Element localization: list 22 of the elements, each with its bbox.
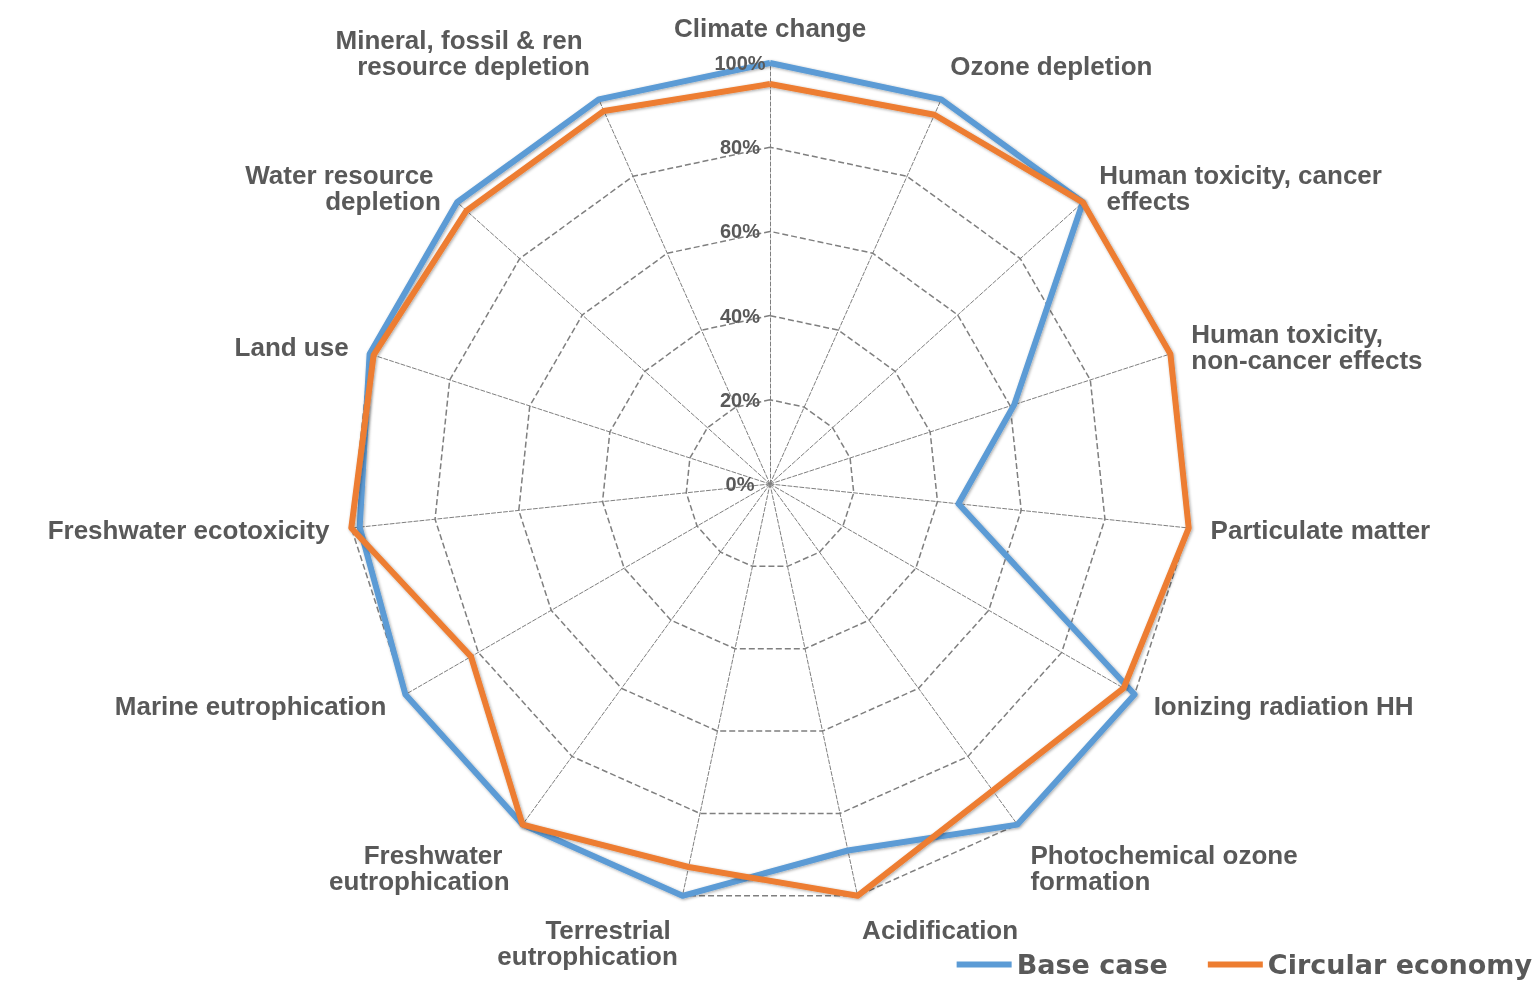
- spoke-label: Human toxicity, non-cancer effects: [1191, 319, 1423, 376]
- spoke-label: Human toxicity, cancer effects: [1099, 159, 1382, 216]
- y-tick-label: 40%: [719, 304, 761, 327]
- spoke-label: Water resource depletion: [245, 159, 441, 216]
- spoke-label: Acidification: [862, 915, 1019, 946]
- spoke-label: Freshwater eutrophication: [329, 840, 510, 897]
- spoke-label: Photochemical ozone formation: [1030, 840, 1305, 897]
- spoke-label: Terrestrial eutrophication: [497, 915, 678, 972]
- y-tick-label: 60%: [719, 220, 761, 243]
- spoke-label: Ionizing radiation HH: [1153, 690, 1414, 721]
- spoke-label: Freshwater ecotoxicity: [47, 515, 330, 546]
- y-tick-label: 20%: [719, 388, 761, 411]
- legend-label: Base case: [1016, 949, 1168, 980]
- y-tick-label: 0%: [725, 473, 755, 495]
- y-tick-label: 80%: [719, 136, 761, 159]
- spoke-label: Marine eutrophication: [114, 690, 387, 721]
- spoke-label: Ozone depletion: [950, 51, 1153, 82]
- legend-label: Circular economy: [1267, 949, 1533, 980]
- spoke-label: Climate change: [673, 13, 867, 43]
- spoke-label: Particulate matter: [1210, 515, 1431, 546]
- spoke-label: Land use: [234, 332, 349, 363]
- spoke-label: Mineral, fossil & ren resource depletion: [335, 25, 590, 82]
